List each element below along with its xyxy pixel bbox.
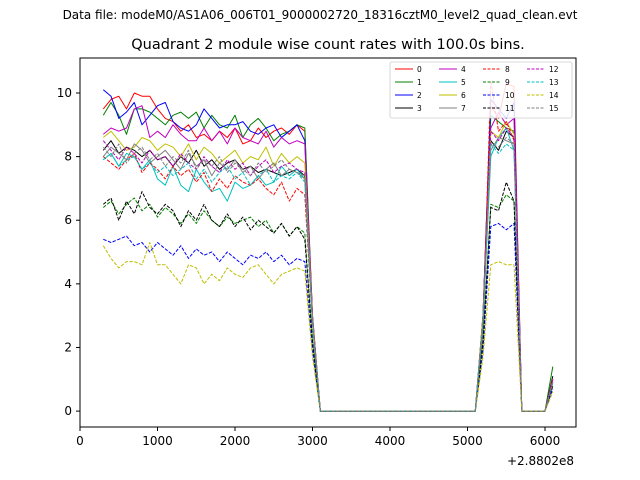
legend-label: 10 xyxy=(505,91,515,100)
legend-label: 11 xyxy=(505,104,515,113)
x-tick-label: 6000 xyxy=(530,434,561,448)
y-tick-label: 0 xyxy=(64,404,72,418)
x-axis-offset-label: +2.8802e8 xyxy=(507,454,574,468)
y-axis: 0 2 4 6 8 10 xyxy=(57,86,80,418)
series-line-15 xyxy=(102,137,554,412)
x-tick-label: 0 xyxy=(76,434,84,448)
legend-label: 3 xyxy=(417,104,422,113)
x-tick-label: 3000 xyxy=(297,434,328,448)
legend-label: 12 xyxy=(549,65,559,74)
legend-label: 14 xyxy=(549,91,559,100)
x-tick-label: 2000 xyxy=(220,434,251,448)
y-tick-label: 2 xyxy=(64,340,72,354)
legend-label: 4 xyxy=(461,65,466,74)
y-tick-label: 4 xyxy=(64,277,72,291)
x-tick-label: 4000 xyxy=(375,434,406,448)
y-tick-label: 8 xyxy=(64,150,72,164)
chart-title: Quadrant 2 module wise count rates with … xyxy=(131,37,525,53)
legend-label: 7 xyxy=(461,104,466,113)
x-tick-label: 1000 xyxy=(142,434,173,448)
plot-frame xyxy=(79,57,577,428)
x-tick-label: 5000 xyxy=(452,434,483,448)
y-tick-label: 10 xyxy=(57,86,72,100)
y-tick-label: 6 xyxy=(64,213,72,227)
legend-label: 2 xyxy=(417,91,422,100)
legend-label: 5 xyxy=(461,78,466,87)
legend-box xyxy=(389,61,573,119)
legend-label: 1 xyxy=(417,78,422,87)
figure-suptitle: Data file: modeM0/AS1A06_006T01_90000027… xyxy=(63,8,578,22)
x-axis: 0 1000 2000 3000 4000 5000 6000 xyxy=(76,427,560,448)
legend-label: 15 xyxy=(549,104,559,113)
plot-series-group xyxy=(102,79,554,412)
legend-label: 8 xyxy=(505,65,510,74)
legend-label: 0 xyxy=(417,65,422,74)
legend-label: 9 xyxy=(505,78,510,87)
legend-label: 13 xyxy=(549,78,559,87)
legend-label: 6 xyxy=(461,91,466,100)
